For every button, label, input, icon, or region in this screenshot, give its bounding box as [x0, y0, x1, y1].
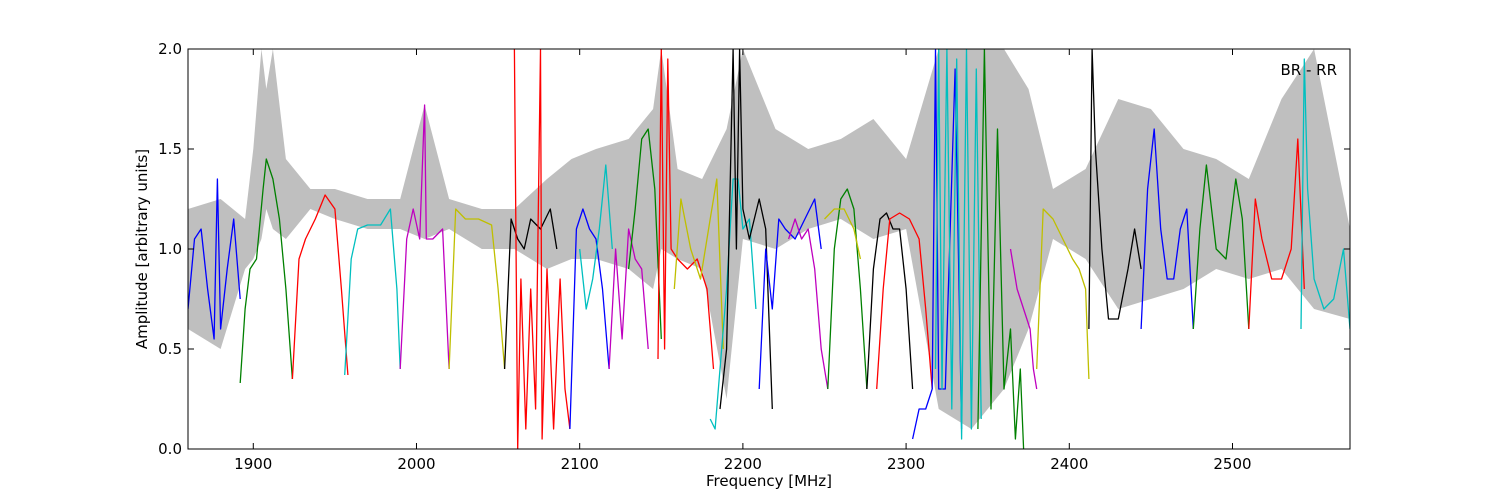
x-tick-label: 2400	[1050, 455, 1088, 473]
series-line-31	[1248, 138, 1305, 330]
x-tick-label: 2000	[397, 455, 435, 473]
series-line-13	[657, 49, 715, 370]
x-tick-label: 1900	[234, 455, 272, 473]
series-layer	[188, 49, 1350, 449]
band-area	[188, 49, 1350, 429]
x-tick-label: 2100	[561, 455, 599, 473]
series-line-1	[188, 178, 241, 340]
series-line-6	[448, 208, 506, 370]
series-line-11	[608, 228, 649, 370]
series-line-4	[344, 208, 401, 376]
x-tick-label: 2500	[1213, 455, 1251, 473]
series-line-7	[503, 208, 558, 370]
x-axis-label: Frequency [MHz]	[706, 472, 832, 490]
series-line-14	[673, 178, 724, 350]
series-line-16	[719, 49, 773, 410]
y-tick-label: 1.0	[158, 240, 182, 258]
x-tick-label: 2200	[724, 455, 762, 473]
y-tick-label: 0.0	[158, 440, 182, 458]
series-line-10	[579, 164, 613, 310]
series-line-26	[1009, 248, 1038, 390]
background-band	[188, 49, 1350, 429]
series-line-27	[1036, 208, 1090, 380]
x-tick-label: 2300	[887, 455, 925, 473]
series-line-3	[291, 194, 349, 380]
series-line-24	[934, 49, 982, 440]
series-line-9	[569, 208, 610, 430]
series-line-20	[824, 208, 862, 260]
series-line-5	[399, 104, 450, 370]
y-tick-label: 0.5	[158, 340, 182, 358]
series-line-30	[1192, 164, 1250, 330]
series-line-32	[1300, 58, 1350, 330]
series-line-15	[709, 178, 757, 430]
series-line-22	[876, 212, 933, 390]
series-line-29	[1140, 128, 1194, 330]
y-axis-label: Amplitude [arbitrary units]	[133, 149, 151, 349]
series-line-17	[758, 198, 822, 390]
series-line-12	[627, 128, 662, 340]
series-line-8	[513, 49, 571, 449]
series-line-28	[1088, 49, 1142, 330]
series-line-19	[827, 188, 868, 390]
y-tick-label: 2.0	[158, 40, 182, 58]
series-line-2	[239, 158, 294, 384]
series-line-18	[787, 218, 829, 390]
y-tick-label: 1.5	[158, 140, 182, 158]
series-line-25	[977, 49, 1025, 449]
ticks-layer: 1900 2000 2100 2200 2300 2400 2500 0.0 0.5 1.0 1.5…	[158, 40, 1350, 473]
legend-annotation: BR - RR	[1280, 61, 1337, 79]
series-line-23	[911, 49, 963, 440]
